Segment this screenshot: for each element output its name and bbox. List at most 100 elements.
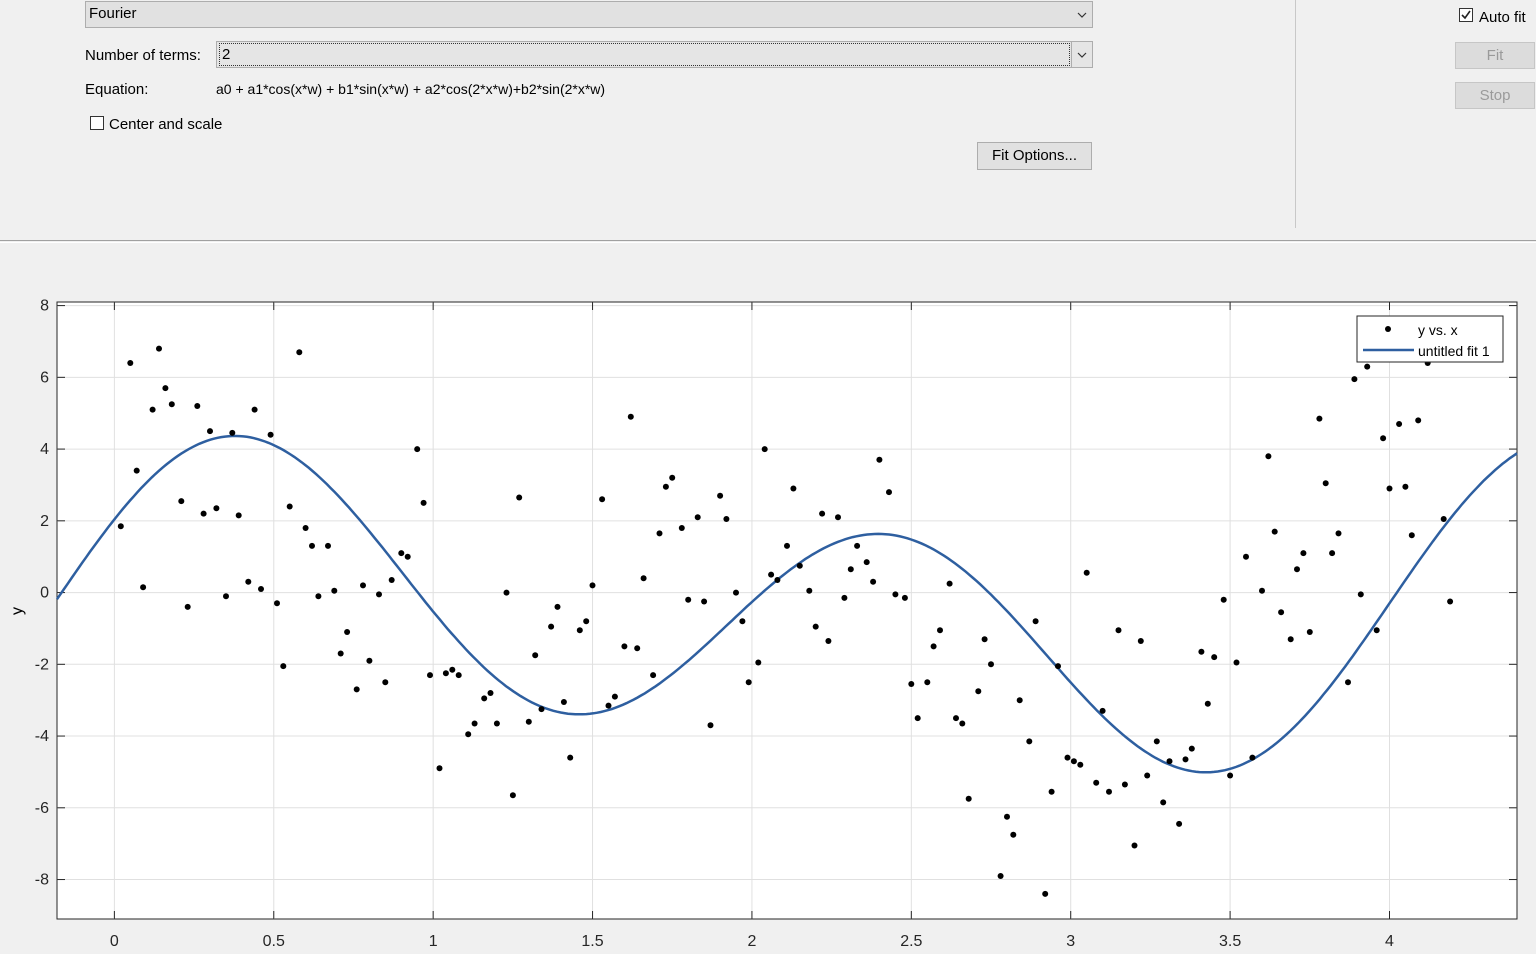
data-point: [701, 598, 708, 605]
data-point: [1373, 627, 1380, 634]
data-point: [516, 494, 523, 501]
data-point: [133, 467, 140, 474]
fit-curve: [55, 434, 1518, 774]
data-point: [634, 645, 641, 652]
data-point: [953, 715, 959, 722]
y-tick-label: -8: [35, 872, 49, 889]
data-point: [627, 413, 634, 420]
x-tick-label: 2.5: [900, 933, 922, 950]
data-point: [503, 589, 510, 596]
data-point: [1093, 779, 1100, 786]
data-point: [981, 636, 988, 643]
data-point: [388, 577, 395, 583]
data-point: [280, 663, 287, 670]
panel-separator-highlight: [0, 242, 1536, 243]
data-point: [1396, 421, 1403, 427]
data-point: [420, 499, 427, 506]
legend-box: [1356, 315, 1504, 363]
data-point: [876, 456, 883, 463]
data-point: [1004, 813, 1010, 820]
data-point: [946, 580, 953, 587]
data-point: [337, 650, 344, 657]
data-point: [656, 530, 663, 537]
data-point: [1265, 453, 1272, 460]
data-point: [965, 795, 972, 802]
data-point: [509, 792, 516, 799]
data-point: [1415, 417, 1422, 424]
data-point: [493, 720, 500, 727]
data-point: [366, 657, 373, 664]
data-point: [669, 474, 676, 481]
data-point: [1188, 745, 1195, 752]
terms-value: 2: [219, 43, 1070, 66]
y-axis-label: y: [9, 607, 26, 615]
data-point: [1211, 654, 1218, 661]
data-point: [650, 672, 657, 679]
y-tick-label: -4: [35, 728, 49, 745]
data-point: [847, 566, 854, 573]
data-point: [178, 498, 185, 505]
data-point: [1287, 636, 1294, 643]
data-point: [1182, 756, 1189, 763]
data-point: [599, 496, 606, 503]
data-point: [567, 754, 574, 761]
data-point: [1408, 532, 1415, 539]
data-point: [1351, 376, 1358, 383]
data-point: [427, 672, 433, 679]
center-scale-checkbox[interactable]: [90, 116, 104, 130]
data-point: [870, 578, 877, 585]
data-point: [465, 731, 472, 738]
chevron-down-icon[interactable]: [1072, 2, 1092, 27]
data-point: [436, 765, 443, 772]
data-point: [1259, 587, 1265, 594]
data-point: [382, 679, 389, 686]
data-point: [251, 406, 258, 413]
data-point: [901, 594, 908, 601]
fit-button[interactable]: Fit: [1455, 42, 1535, 69]
data-point: [1048, 788, 1055, 795]
y-tick-label: -6: [35, 800, 49, 817]
data-point: [1070, 758, 1077, 765]
auto-fit-checkbox[interactable]: [1459, 8, 1473, 22]
data-point: [1198, 648, 1205, 655]
data-point: [739, 618, 746, 625]
data-point: [678, 525, 685, 531]
data-point: [975, 688, 982, 695]
data-point: [1042, 890, 1049, 897]
data-point: [1386, 485, 1393, 492]
data-point: [325, 542, 331, 549]
data-point: [774, 577, 781, 583]
data-point: [1176, 820, 1183, 827]
equation-text: a0 + a1*cos(x*w) + b1*sin(x*w) + a2*cos(…: [216, 81, 606, 97]
x-tick-label: 3: [1066, 933, 1075, 950]
data-point: [611, 693, 618, 700]
stop-button[interactable]: Stop: [1455, 82, 1535, 109]
data-point: [755, 659, 762, 666]
data-point: [1271, 528, 1278, 535]
data-point: [1016, 697, 1023, 704]
data-point: [548, 623, 555, 630]
legend-marker-points: [1385, 326, 1391, 332]
data-point: [309, 542, 315, 549]
fit-type-select[interactable]: Fourier: [85, 1, 1093, 28]
legend-entry-fit: untitled fit 1: [1418, 343, 1490, 359]
fit-type-value: Fourier: [89, 5, 137, 22]
legend[interactable]: y vs. x untitled fit 1: [1356, 315, 1504, 363]
data-point: [471, 720, 478, 727]
fit-options-button[interactable]: Fit Options...: [977, 142, 1092, 170]
data-point: [481, 695, 488, 702]
data-point: [1144, 772, 1151, 779]
data-point: [930, 643, 937, 650]
data-point: [1249, 754, 1256, 761]
x-tick-label: 1: [429, 933, 438, 950]
data-point: [487, 690, 494, 696]
data-point: [554, 603, 561, 610]
terms-select[interactable]: 2: [216, 41, 1093, 68]
data-point: [576, 627, 583, 634]
data-point: [790, 485, 797, 492]
chevron-down-icon[interactable]: [1071, 42, 1092, 67]
data-point: [1329, 550, 1336, 557]
data-point: [229, 429, 236, 436]
data-point: [707, 722, 714, 729]
